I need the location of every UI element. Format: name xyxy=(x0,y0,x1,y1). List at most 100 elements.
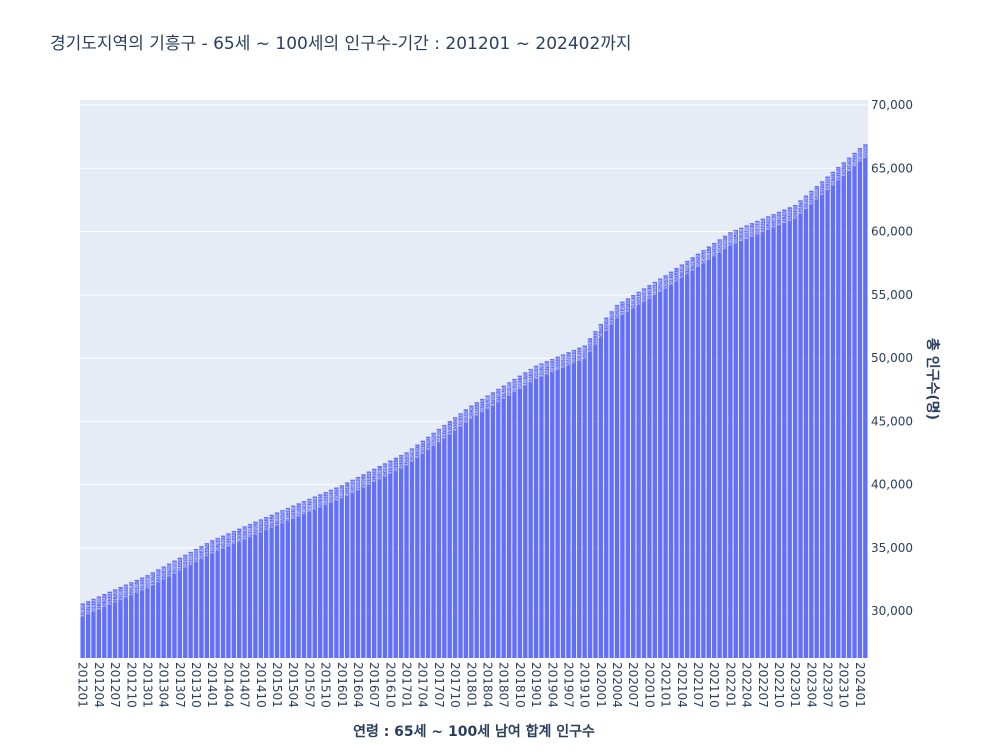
value-label: 49756 xyxy=(544,362,549,375)
bar xyxy=(528,368,533,658)
x-tick-label: 201410 xyxy=(254,662,268,708)
bar xyxy=(269,514,274,658)
value-label: 42550 xyxy=(404,453,409,466)
value-label: 48875 xyxy=(523,373,528,386)
bar xyxy=(668,271,674,658)
x-tick-label: 201704 xyxy=(416,662,430,708)
value-label: 44708 xyxy=(442,426,447,439)
bar xyxy=(420,440,425,658)
value-label: 41033 xyxy=(366,472,371,485)
bar xyxy=(431,432,436,658)
x-tick-label: 201504 xyxy=(286,662,300,708)
value-label: 61742 xyxy=(782,210,787,223)
bar xyxy=(819,181,825,659)
bar xyxy=(210,540,215,658)
bar xyxy=(663,275,668,658)
y-tick-label: 50,000 xyxy=(871,351,913,365)
value-label: 40167 xyxy=(345,483,350,496)
value-label: 34220 xyxy=(177,558,182,571)
value-label: 42117 xyxy=(393,458,398,471)
bar xyxy=(452,417,458,658)
bar xyxy=(787,207,792,658)
value-label: 49933 xyxy=(550,359,555,372)
bar xyxy=(334,487,339,658)
value-label: 39592 xyxy=(328,490,333,503)
bar xyxy=(264,517,269,658)
value-label: 48350 xyxy=(512,379,517,392)
bar xyxy=(323,491,328,658)
x-tick-label: 202304 xyxy=(804,662,818,708)
bar xyxy=(307,498,312,658)
value-label: 55767 xyxy=(647,286,652,299)
x-tick-label: 201801 xyxy=(464,662,478,708)
bar xyxy=(112,589,118,658)
value-label: 36700 xyxy=(242,527,247,540)
value-label: 31160 xyxy=(96,597,101,610)
bar xyxy=(339,485,344,658)
value-label: 32280 xyxy=(129,583,134,596)
bar xyxy=(166,563,172,658)
value-label: 48613 xyxy=(517,376,522,389)
value-label: 59950 xyxy=(728,233,733,246)
bar xyxy=(792,204,798,659)
value-label: 39771 xyxy=(334,488,339,501)
value-label: 45942 xyxy=(463,410,468,423)
x-tick-label: 201907 xyxy=(561,662,575,708)
value-label: 53700 xyxy=(609,312,614,325)
x-tick-label: 202401 xyxy=(853,662,867,708)
bar xyxy=(361,474,366,658)
y-tick-label: 65,000 xyxy=(871,161,913,175)
bar xyxy=(85,601,91,658)
bar xyxy=(803,195,809,658)
bar xyxy=(641,288,647,658)
bar xyxy=(350,479,355,658)
bar xyxy=(107,591,112,658)
bar xyxy=(863,144,868,658)
x-tick-label: 201910 xyxy=(578,662,592,708)
bar xyxy=(577,347,582,658)
value-label: 50467 xyxy=(566,353,571,366)
bar xyxy=(809,190,814,658)
value-label: 44400 xyxy=(436,429,441,442)
value-label: 43783 xyxy=(426,437,431,450)
bar xyxy=(631,295,636,658)
bar xyxy=(739,227,744,658)
value-label: 35967 xyxy=(220,536,225,549)
x-tick-label: 201404 xyxy=(221,662,235,708)
y-tick-label: 40,000 xyxy=(871,478,913,492)
value-label: 46250 xyxy=(469,406,474,419)
x-tick-label: 202204 xyxy=(740,662,754,708)
value-label: 59383 xyxy=(717,240,722,253)
bar xyxy=(161,566,166,658)
bar xyxy=(458,413,463,658)
value-label: 54722 xyxy=(625,299,630,312)
value-label: 31533 xyxy=(107,592,112,605)
bar xyxy=(728,232,733,658)
bar xyxy=(506,382,512,658)
value-label: 51000 xyxy=(582,346,587,359)
bar xyxy=(345,482,350,658)
bar xyxy=(479,398,485,658)
bar xyxy=(814,186,819,659)
value-label: 40600 xyxy=(355,478,360,491)
bar xyxy=(296,503,301,658)
value-label: 43167 xyxy=(415,445,420,458)
bar xyxy=(560,354,566,658)
bar xyxy=(145,575,150,658)
value-label: 40817 xyxy=(361,475,366,488)
bar xyxy=(852,152,857,658)
x-tick-label: 201407 xyxy=(238,662,252,708)
value-label: 45633 xyxy=(458,414,463,427)
bar xyxy=(215,537,220,658)
value-label: 31347 xyxy=(102,595,107,608)
value-label: 42333 xyxy=(399,456,404,469)
value-label: 35370 xyxy=(204,544,209,557)
bar xyxy=(571,349,577,658)
value-label: 57967 xyxy=(690,258,695,271)
value-label: 41467 xyxy=(377,467,382,480)
value-label: 45325 xyxy=(453,418,458,431)
bar xyxy=(647,285,652,658)
x-tick-label: 202310 xyxy=(837,662,851,708)
bar xyxy=(96,596,102,658)
bar xyxy=(188,551,193,658)
